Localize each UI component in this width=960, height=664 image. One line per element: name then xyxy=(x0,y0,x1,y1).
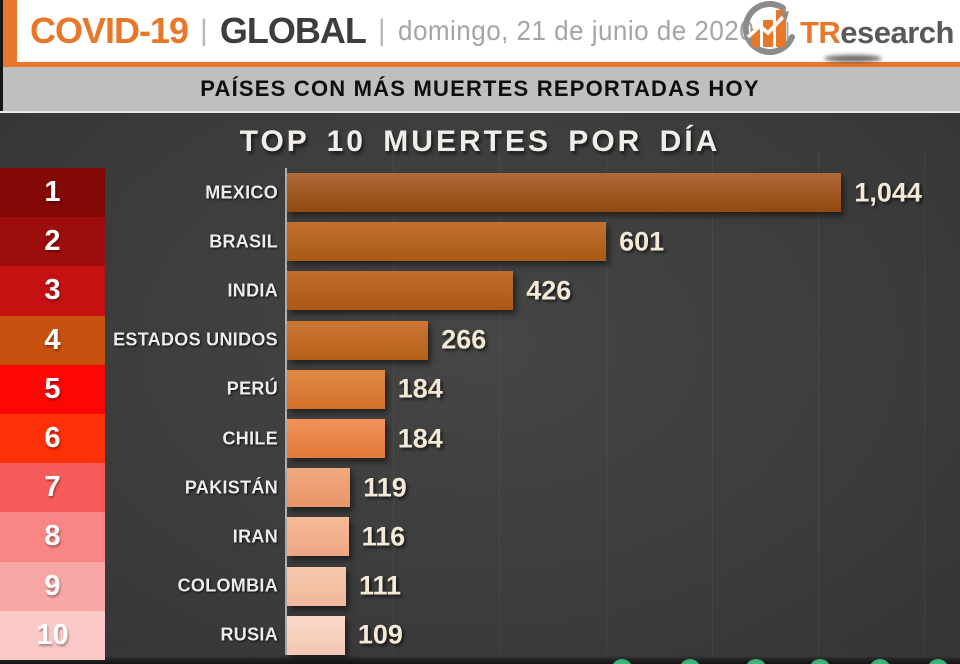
bar-row: PERÚ 184 xyxy=(0,365,960,414)
bar-row: MEXICO 1,044 xyxy=(0,168,960,217)
scope-global: GLOBAL xyxy=(219,10,367,51)
logo-bar-chart-swoosh-icon xyxy=(736,1,798,64)
bar-row: COLOMBIA 111 xyxy=(0,562,960,611)
header: COVID-19 | GLOBAL | domingo, 21 de junio… xyxy=(0,0,960,62)
value-label: 266 xyxy=(441,324,487,355)
gridline xyxy=(711,151,713,664)
header-title: COVID-19 | GLOBAL | domingo, 21 de junio… xyxy=(30,0,790,62)
value-label: 601 xyxy=(619,226,665,257)
value-label: 1,044 xyxy=(854,177,922,208)
country-label: ESTADOS UNIDOS xyxy=(113,329,278,350)
chart-title: TOP 10 MUERTES POR DÍA xyxy=(239,125,721,158)
country-label: COLOMBIA xyxy=(177,575,278,596)
gridline xyxy=(818,151,819,664)
tresearch-logo: TResearch xyxy=(736,1,954,64)
rank-cell: 3 xyxy=(0,266,105,316)
green-dot-icon xyxy=(809,659,831,664)
header-rule xyxy=(0,62,960,67)
country-label: RUSIA xyxy=(220,624,278,645)
rank-cell: 8 xyxy=(0,512,105,562)
value-label: 184 xyxy=(397,373,443,404)
bar-row: INDIA 426 xyxy=(0,266,960,315)
rank-cell: 1 xyxy=(0,168,105,218)
header-separator: | xyxy=(377,14,386,47)
header-accent-bar xyxy=(3,0,17,62)
green-dot-icon xyxy=(869,659,891,664)
country-bar xyxy=(287,369,385,409)
bar-row: ESTADOS UNIDOS 266 xyxy=(0,316,960,365)
value-label: 111 xyxy=(358,570,402,601)
country-label: INDIA xyxy=(227,280,278,301)
green-dot-icon xyxy=(927,659,949,664)
country-bar xyxy=(287,320,429,360)
brand-covid19: COVID-19 xyxy=(30,10,189,51)
gridline xyxy=(605,151,607,664)
y-axis-line xyxy=(285,168,287,660)
value-label: 116 xyxy=(361,521,406,552)
bar-rows: MEXICO 1,044 BRASIL 601 INDIA 426 ESTADOS UNID… xyxy=(0,168,960,660)
rank-cell: 6 xyxy=(0,413,105,464)
report-date: domingo, 21 de junio de 2020 xyxy=(397,15,754,46)
rank-column: 1 2 3 4 5 6 7 8 9 10 xyxy=(0,168,105,660)
country-label: BRASIL xyxy=(209,231,278,252)
rank-cell: 10 xyxy=(0,610,105,660)
header-separator: | xyxy=(784,18,791,43)
country-label: MEXICO xyxy=(205,182,278,203)
country-label: PAKISTÁN xyxy=(184,477,278,498)
rank-cell: 5 xyxy=(0,364,105,414)
value-label: 119 xyxy=(363,472,407,503)
rank-cell: 2 xyxy=(0,217,105,267)
gridline xyxy=(393,151,395,664)
bottom-strip xyxy=(0,655,960,664)
subtitle-text: PAÍSES CON MÁS MUERTES REPORTADAS HOY xyxy=(200,76,760,101)
bar-row: RUSIA 109 xyxy=(0,611,960,660)
green-dot-icon xyxy=(745,659,767,664)
bar-row: BRASIL 601 xyxy=(0,217,960,266)
bar-row: IRAN 116 xyxy=(0,512,960,561)
subtitle-band: PAÍSES CON MÁS MUERTES REPORTADAS HOY xyxy=(0,67,960,111)
country-label: PERÚ xyxy=(226,378,278,399)
country-bar xyxy=(287,271,514,311)
chart-area: TOP 10 MUERTES POR DÍA 1 2 3 4 5 6 7 8 9 10 MEXIC… xyxy=(0,111,960,664)
bar-row: CHILE 184 xyxy=(0,414,960,463)
country-bar xyxy=(287,566,346,606)
country-bar xyxy=(287,222,607,262)
rank-cell: 7 xyxy=(0,463,105,513)
country-bar xyxy=(287,615,345,655)
header-separator: | xyxy=(200,14,208,47)
logo-shadow xyxy=(824,55,882,62)
country-bar xyxy=(287,418,385,458)
value-label: 109 xyxy=(357,619,403,650)
gridline xyxy=(924,151,926,664)
country-bar xyxy=(287,468,351,508)
bar-row: PAKISTÁN 119 xyxy=(0,463,960,512)
rank-cell: 9 xyxy=(0,561,105,611)
green-dot-icon xyxy=(611,659,633,664)
value-label: 426 xyxy=(526,275,572,306)
gridline xyxy=(499,151,501,664)
country-bar xyxy=(287,173,842,212)
country-bar xyxy=(287,517,349,557)
logo-wordmark: TResearch xyxy=(799,14,955,50)
country-label: IRAN xyxy=(232,526,278,547)
green-dot-icon xyxy=(679,659,701,664)
country-label: CHILE xyxy=(222,428,278,449)
rank-cell: 4 xyxy=(0,315,105,365)
value-label: 184 xyxy=(397,423,443,454)
left-edge xyxy=(0,0,3,111)
